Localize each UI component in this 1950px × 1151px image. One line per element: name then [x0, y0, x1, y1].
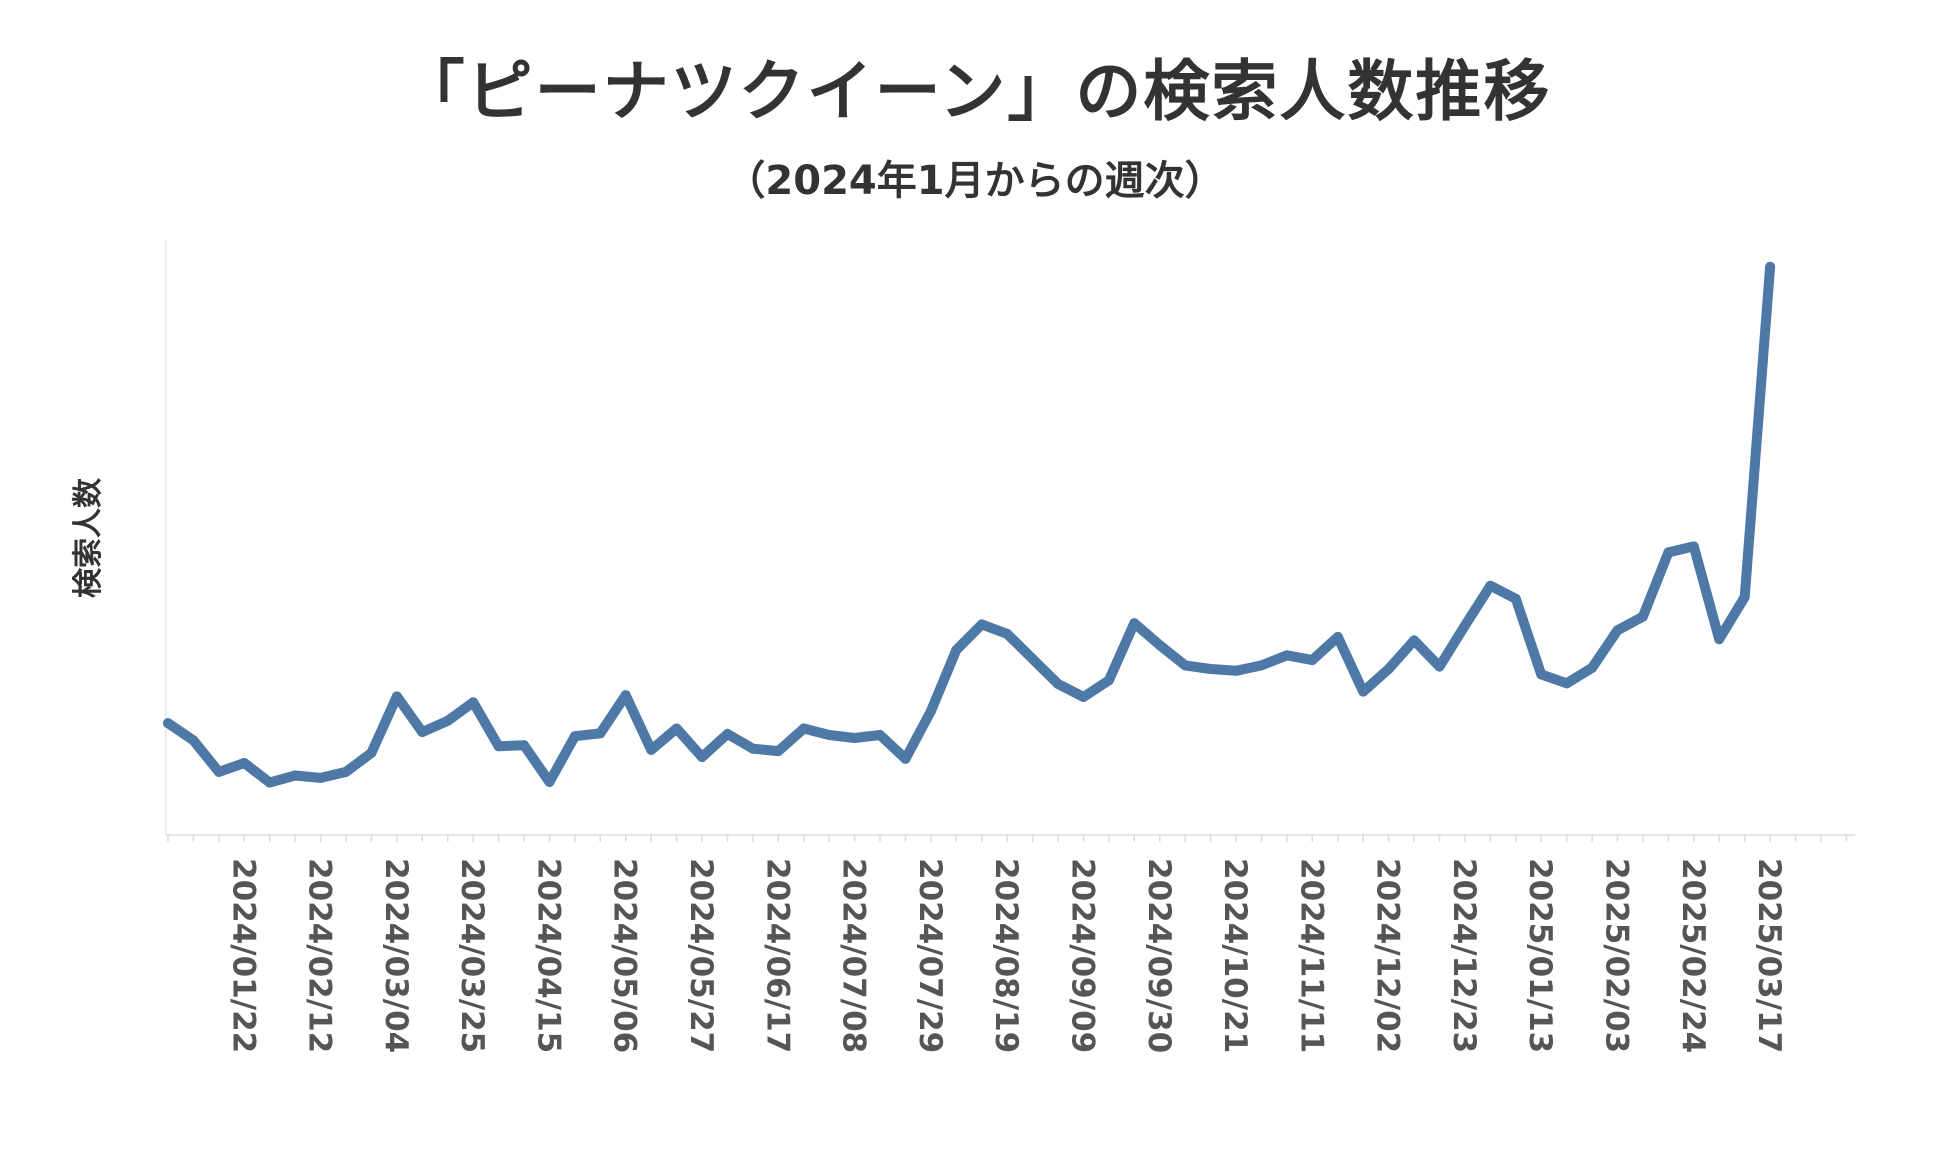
- x-tick-labels: 2024/01/22 2024/02/12 2024/03/04 2024/03/25…: [225, 858, 1787, 1053]
- data-point: [1739, 592, 1750, 602]
- x-tick-label: 2024/10/21: [1217, 858, 1253, 1053]
- x-tick-label: 2024/02/12: [302, 858, 338, 1053]
- data-point: [925, 706, 936, 717]
- data-point: [1154, 640, 1165, 651]
- data-point: [1765, 261, 1776, 272]
- data-point: [722, 728, 733, 739]
- data-point: [213, 766, 224, 777]
- data-point: [595, 728, 606, 739]
- x-tick-label: 2024/08/19: [988, 858, 1024, 1053]
- data-point: [1510, 593, 1521, 604]
- data-point: [1078, 692, 1089, 702]
- x-tick-label: 2024/07/08: [836, 858, 872, 1053]
- data-point: [442, 715, 453, 726]
- x-tick-label: 2024/11/11: [1293, 858, 1329, 1053]
- data-point: [1332, 631, 1343, 642]
- x-tick-label: 2024/12/02: [1370, 858, 1406, 1053]
- data-point: [1383, 664, 1394, 674]
- data-point: [1205, 664, 1216, 674]
- data-point: [1536, 669, 1547, 680]
- data-point: [315, 772, 326, 783]
- x-tick-label: 2024/05/27: [683, 858, 719, 1053]
- data-point: [849, 733, 860, 743]
- chart-axes: [165, 240, 1855, 836]
- data-point: [824, 730, 835, 740]
- data-point: [1180, 660, 1191, 671]
- data-point: [620, 690, 631, 701]
- x-tick-label: 2024/12/23: [1446, 858, 1482, 1053]
- data-point: [976, 619, 987, 630]
- data-point: [1103, 675, 1114, 686]
- data-point: [1714, 634, 1725, 645]
- data-point: [773, 746, 784, 757]
- data-points: [163, 261, 1776, 788]
- data-point: [747, 743, 758, 754]
- data-point: [264, 777, 275, 788]
- data-point: [1358, 686, 1369, 697]
- x-tick-label: 2024/09/30: [1141, 858, 1177, 1053]
- x-tick-label: 2025/01/13: [1522, 858, 1558, 1053]
- x-tick-label: 2024/01/22: [225, 858, 261, 1053]
- data-point: [188, 735, 199, 746]
- data-point: [391, 691, 402, 702]
- data-point: [1663, 547, 1674, 558]
- data-point: [417, 727, 428, 738]
- data-point: [646, 744, 657, 755]
- data-point: [1002, 628, 1013, 639]
- data-point: [1256, 660, 1267, 671]
- data-point: [290, 770, 301, 781]
- x-ticks: [167, 835, 1848, 842]
- data-point: [366, 747, 377, 758]
- data-point: [468, 697, 479, 708]
- data-point: [1459, 620, 1470, 631]
- data-point: [1637, 611, 1648, 622]
- series-line: [163, 261, 1776, 788]
- x-tick-label: 2024/04/15: [531, 858, 567, 1053]
- data-point: [493, 741, 504, 752]
- data-point: [1409, 635, 1420, 646]
- x-tick-label: 2024/06/17: [759, 858, 795, 1053]
- x-tick-label: 2024/09/09: [1065, 858, 1101, 1053]
- data-point: [1485, 580, 1496, 591]
- x-tick-label: 2025/02/24: [1675, 858, 1711, 1053]
- data-point: [1307, 655, 1318, 666]
- x-tick-label: 2024/03/04: [378, 858, 414, 1053]
- data-point: [569, 731, 580, 742]
- data-point: [239, 758, 250, 768]
- data-point: [697, 752, 707, 763]
- data-point: [1612, 625, 1623, 636]
- data-point: [544, 777, 555, 787]
- data-point: [951, 645, 962, 655]
- chart-subtitle: （2024年1月からの週次）: [725, 158, 1225, 204]
- x-tick-label: 2025/02/03: [1599, 858, 1635, 1053]
- data-point: [1587, 662, 1598, 673]
- data-point: [1129, 618, 1140, 629]
- y-axis-label: 検索人数: [71, 477, 106, 598]
- data-point: [163, 718, 173, 729]
- x-tick-label: 2025/03/17: [1751, 858, 1787, 1053]
- data-point: [875, 730, 885, 740]
- data-point: [900, 753, 911, 764]
- data-point: [1434, 661, 1445, 672]
- data-point: [1561, 678, 1572, 689]
- data-point: [519, 740, 529, 751]
- data-point: [1688, 541, 1699, 552]
- data-point: [671, 723, 682, 734]
- x-tick-label: 2024/07/29: [912, 858, 948, 1053]
- data-point: [1053, 678, 1063, 689]
- x-tick-label: 2024/03/25: [454, 858, 490, 1053]
- data-point: [798, 723, 809, 734]
- data-point: [1281, 650, 1292, 661]
- data-point: [341, 766, 351, 777]
- x-tick-label: 2024/05/06: [607, 858, 643, 1053]
- data-point: [1231, 665, 1242, 676]
- chart-title: 「ピーナツクイーン」の検索人数推移: [398, 53, 1552, 130]
- data-point: [1027, 653, 1038, 664]
